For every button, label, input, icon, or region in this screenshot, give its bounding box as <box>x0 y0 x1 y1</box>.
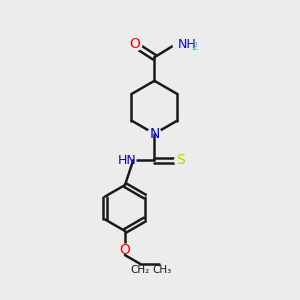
Text: NH: NH <box>178 38 197 51</box>
Text: O: O <box>119 243 130 257</box>
Text: O: O <box>129 37 140 51</box>
Text: CH₃: CH₃ <box>152 265 172 275</box>
Text: S: S <box>176 153 185 167</box>
Text: 2: 2 <box>191 42 197 52</box>
Text: HN: HN <box>118 154 137 167</box>
Text: N: N <box>149 127 160 141</box>
Text: CH₂: CH₂ <box>131 265 150 275</box>
